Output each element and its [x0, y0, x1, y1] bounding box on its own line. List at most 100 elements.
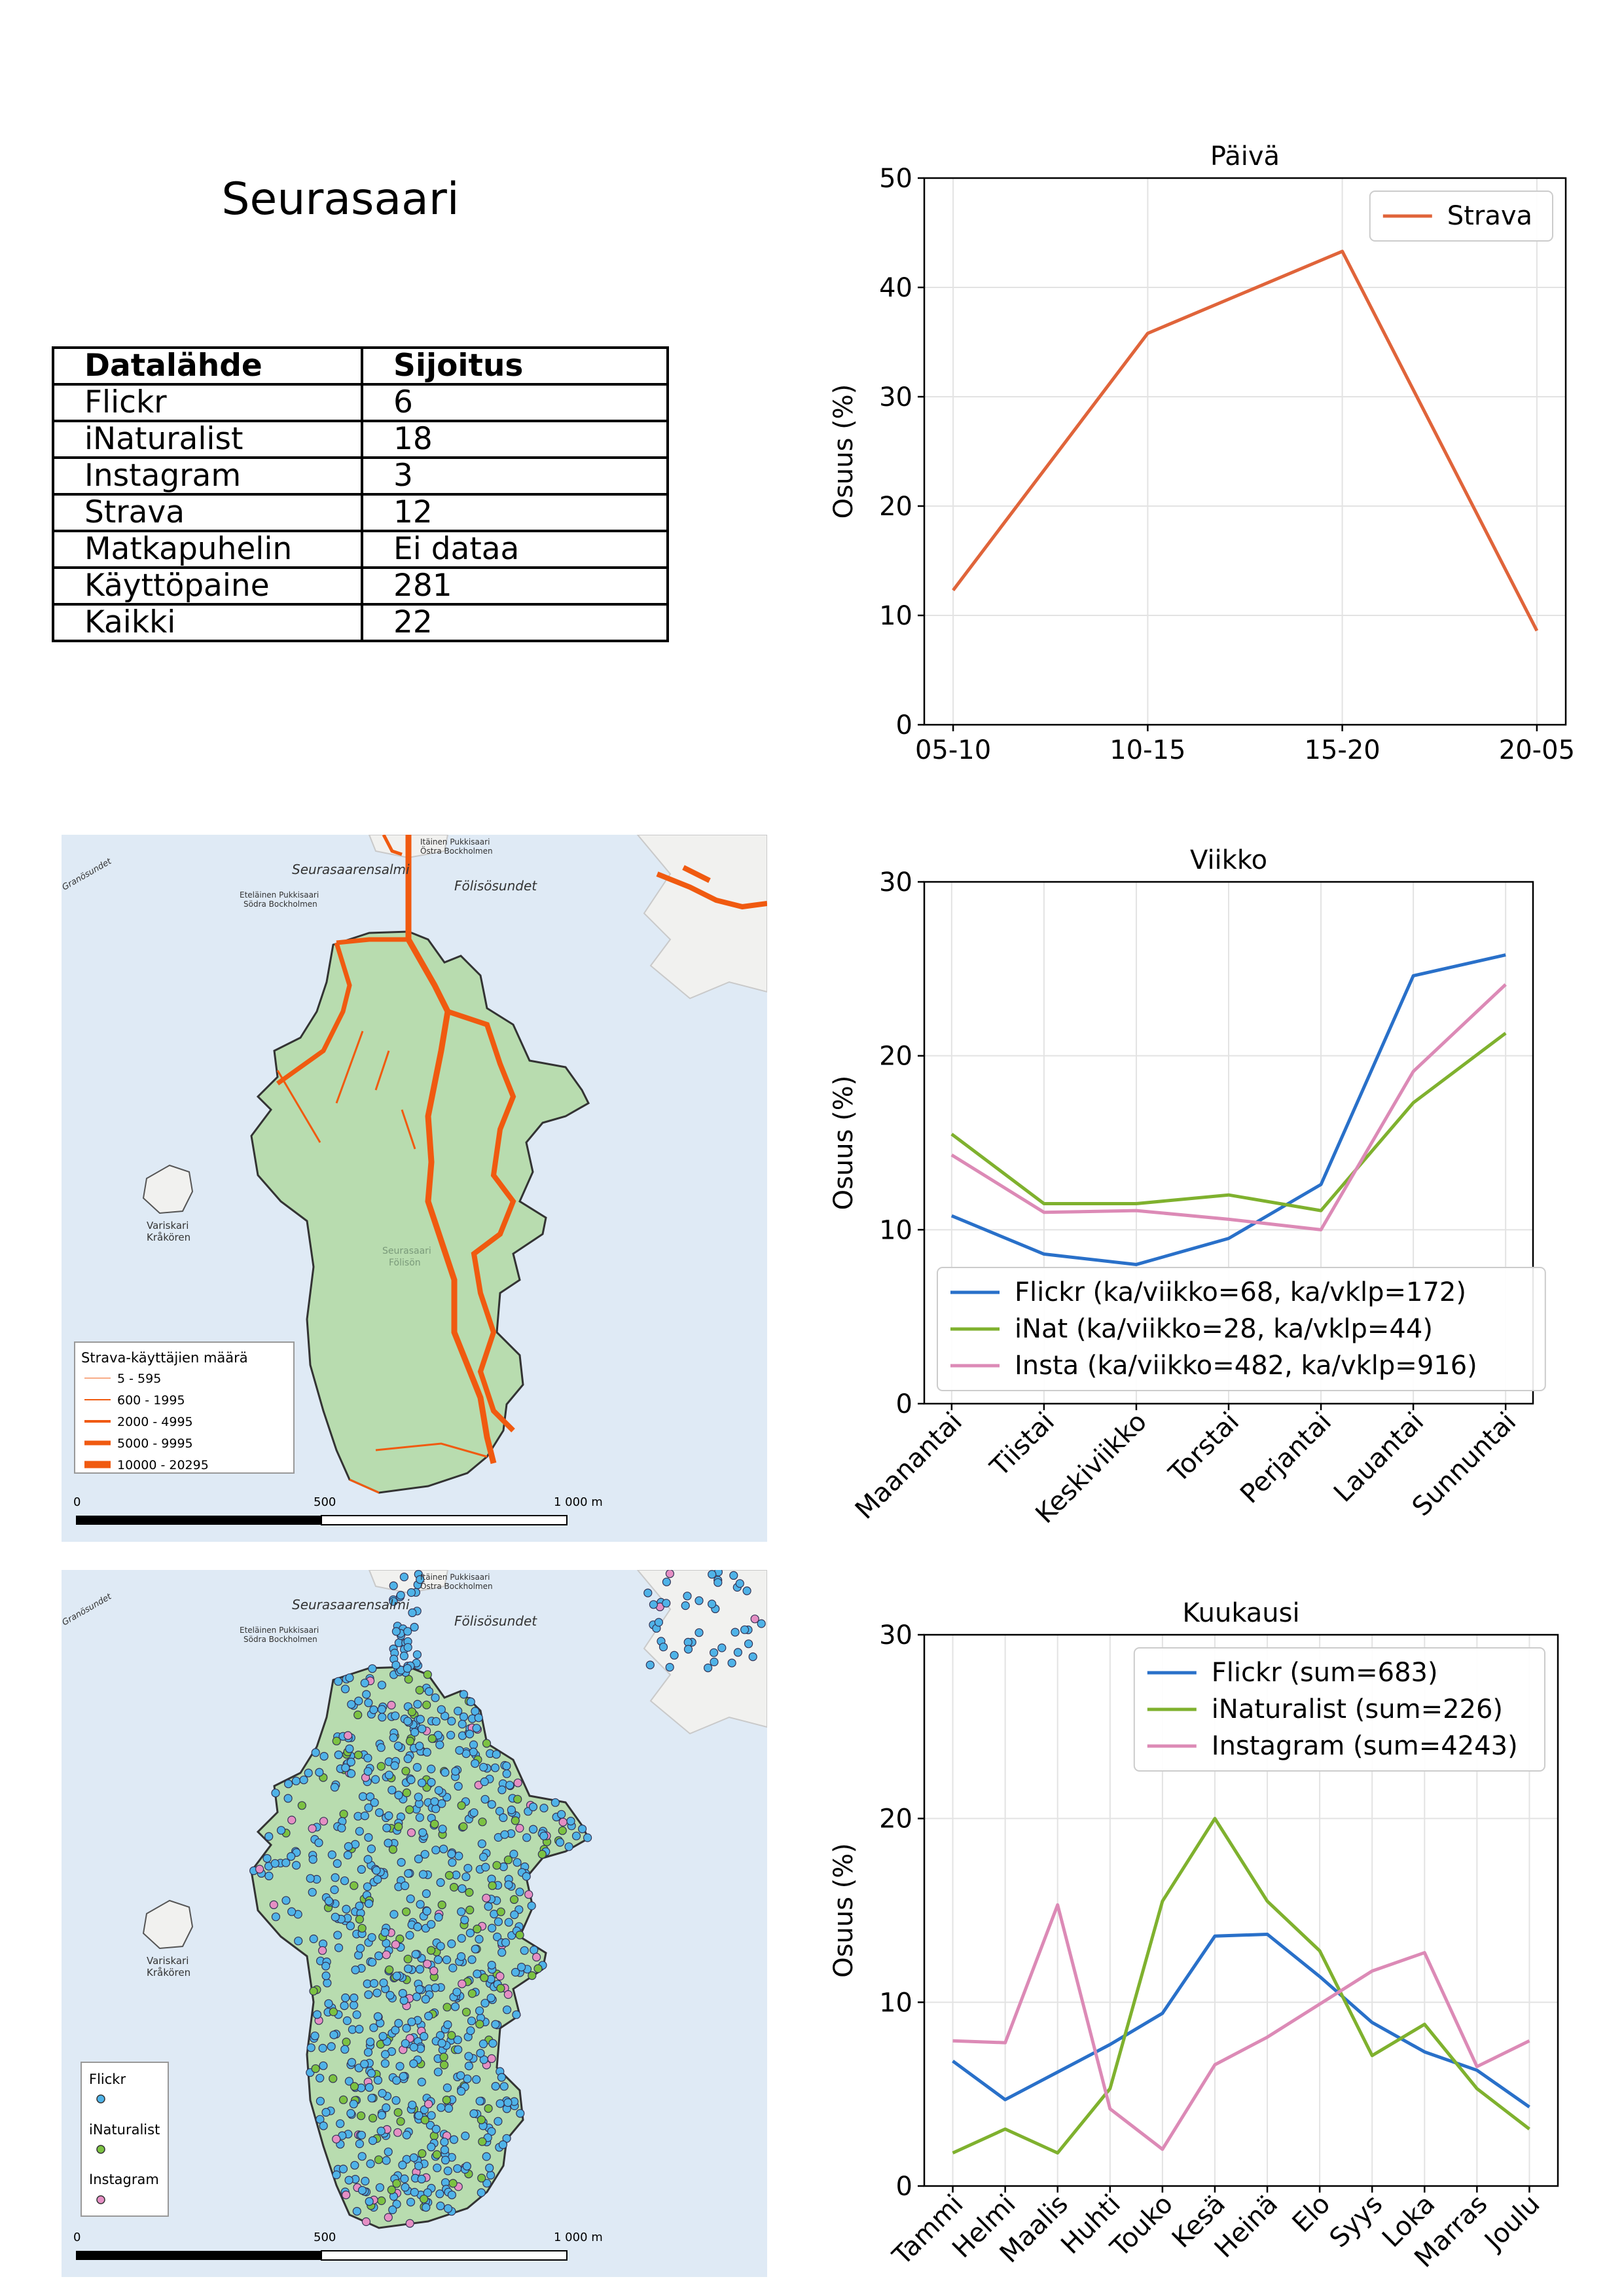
observation-point	[427, 1920, 436, 1929]
map-label: Granösundet	[62, 856, 114, 893]
observation-point	[458, 1979, 467, 1988]
observation-point	[380, 1927, 389, 1937]
observation-point	[406, 1894, 415, 1903]
observation-point	[465, 1928, 475, 1938]
observation-point	[481, 1863, 490, 1872]
observation-point	[456, 1907, 466, 1916]
observation-point	[713, 1578, 723, 1587]
observation-point	[710, 1657, 719, 1667]
observation-point	[392, 2179, 401, 2188]
map-label: Södra Bockholmen	[244, 900, 317, 909]
observation-point	[409, 2059, 418, 2068]
chart-title: Viikko	[1190, 845, 1267, 875]
observation-point	[357, 2111, 366, 2121]
observation-point	[394, 1791, 403, 1800]
observation-point	[356, 1944, 365, 1953]
observation-point	[476, 2049, 485, 2058]
series-line	[952, 1932, 1530, 2109]
map-label: Eteläinen Pukkisaari	[240, 890, 319, 900]
observation-point	[424, 2011, 433, 2021]
observation-point	[555, 1838, 565, 1847]
observation-point	[353, 1710, 363, 1719]
legend-marker	[96, 2145, 105, 2154]
observation-point	[299, 1776, 308, 1785]
observation-point	[441, 1768, 450, 1777]
observation-point	[344, 2176, 353, 2185]
observation-point	[469, 1808, 478, 1817]
legend-box	[1133, 1647, 1545, 1772]
scale-label: 0	[73, 1495, 81, 1509]
observation-point	[709, 1648, 719, 1657]
observation-point	[447, 2031, 456, 2040]
observation-point	[344, 2077, 353, 2086]
observation-point	[433, 2163, 442, 2172]
observation-point	[382, 2156, 391, 2165]
observation-point	[406, 2197, 416, 2207]
observation-point	[486, 2170, 496, 2180]
observation-point	[665, 1570, 674, 1578]
observation-point	[315, 1768, 324, 1777]
legend-label: iNat (ka/viikko=28, ka/vklp=44)	[1015, 1314, 1433, 1344]
points-legend: Flickr iNaturalist Instagram	[81, 2062, 169, 2217]
observation-point	[453, 2035, 462, 2045]
y-tick-label: 50	[879, 164, 912, 194]
observation-point	[400, 2174, 409, 2183]
seurasaari-island	[250, 930, 590, 1494]
chart-legend: Strava	[1369, 191, 1553, 242]
observation-point	[255, 1865, 264, 1874]
observation-point	[347, 2058, 356, 2067]
table-cell: Kaikki	[52, 603, 363, 642]
observation-point	[415, 1984, 424, 1994]
legend-box	[1369, 191, 1553, 242]
map-label: Eteläinen Pukkisaari	[240, 1626, 319, 1635]
observation-point	[733, 1648, 743, 1657]
observation-point	[456, 1952, 466, 1961]
legend-box	[937, 1267, 1546, 1391]
observation-point	[494, 1917, 503, 1926]
observation-point	[387, 1700, 396, 1710]
observation-point	[708, 1570, 717, 1579]
observation-point	[448, 1963, 458, 1973]
observation-point	[381, 2050, 390, 2059]
y-tick-label: 0	[896, 2172, 912, 2202]
observation-point	[462, 2162, 471, 2171]
observation-point	[297, 1801, 306, 1810]
observation-point	[340, 2045, 350, 2054]
observation-point	[376, 1762, 386, 1771]
observation-point	[341, 1993, 350, 2003]
map-label: Variskari	[147, 1955, 189, 1967]
observation-point	[407, 1707, 417, 1717]
observation-point	[417, 1778, 427, 1787]
observation-point	[419, 2195, 429, 2204]
observation-point	[491, 2020, 500, 2029]
observation-point	[757, 1619, 766, 1628]
observation-point	[414, 2161, 424, 2170]
observation-point	[360, 1679, 369, 1688]
observation-point	[444, 1870, 454, 1880]
table-row: Matkapuhelin Ei dataa	[52, 530, 669, 569]
series-line	[952, 249, 1539, 632]
observation-point	[512, 2010, 521, 2019]
observation-point	[319, 2061, 328, 2070]
strava-map: Seurasaarensalmi Fölisösundet Itäinen Pu…	[62, 835, 767, 1542]
observation-point	[394, 1822, 403, 1831]
observation-point	[423, 2188, 432, 2197]
observation-point	[528, 1802, 538, 1812]
observation-point	[384, 1770, 393, 1779]
observation-point	[399, 1995, 408, 2005]
observation-point	[314, 1838, 323, 1848]
observation-point	[436, 1878, 445, 1887]
observation-point	[437, 2039, 446, 2048]
y-tick-label: 30	[879, 867, 912, 898]
observation-point	[340, 1685, 350, 1694]
observation-point	[427, 2142, 436, 2152]
observation-point	[368, 2113, 378, 2123]
observation-point	[339, 2095, 348, 2104]
observation-point	[439, 2060, 449, 2069]
observation-point	[402, 1788, 412, 1797]
map-label: Itäinen Pukkisaari	[420, 1573, 490, 1582]
observation-point	[327, 2042, 336, 2051]
islet-area	[368, 1570, 449, 1594]
scale-label: 500	[314, 2231, 336, 2244]
